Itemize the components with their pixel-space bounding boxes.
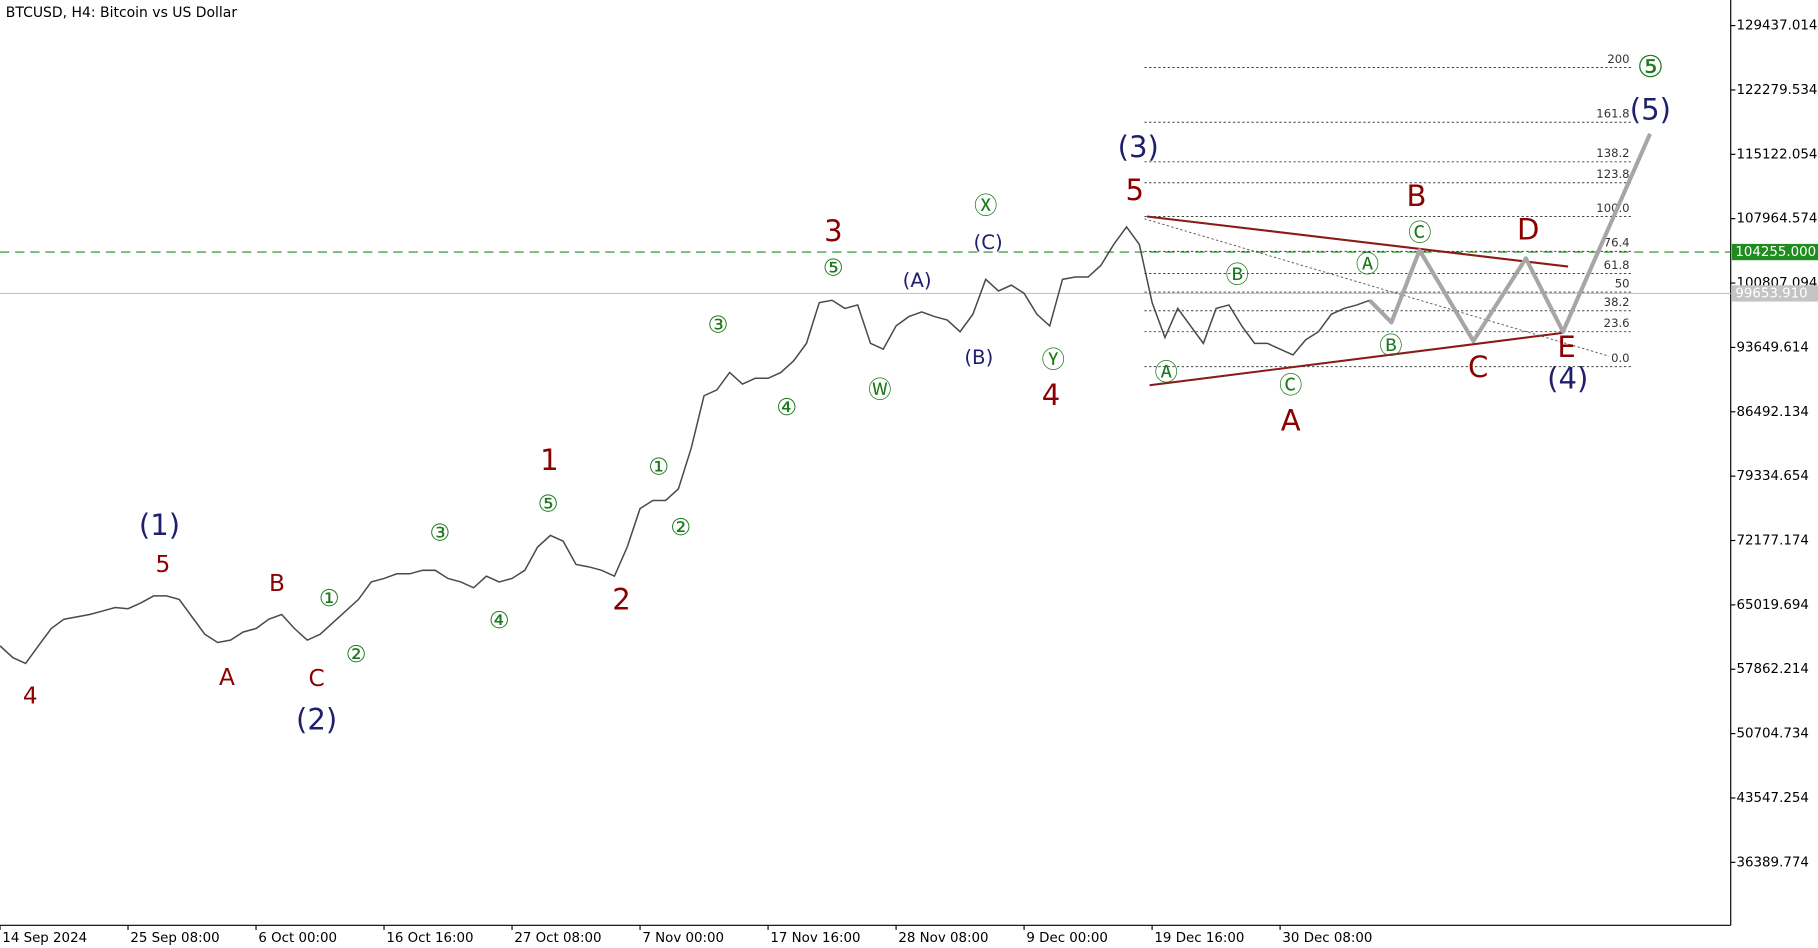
fib-label: 38.2 [1604,295,1630,309]
wave-label: 5 [1126,173,1145,207]
wave-label: (3) [1118,130,1159,164]
wave-label: Ⓨ [1042,346,1065,373]
fib-label: 76.4 [1604,236,1630,250]
x-tick-label: 28 Nov 08:00 [898,931,988,946]
x-tick-label: 27 Oct 08:00 [514,931,601,946]
x-tick-label: 7 Nov 00:00 [642,931,724,946]
x-tick-label: 17 Nov 16:00 [770,931,860,946]
wave-label: ⑤ [538,491,559,518]
trendline [1144,218,1610,357]
price-label-box [1731,243,1818,261]
x-tick-label: 6 Oct 00:00 [258,931,337,946]
y-tick-label: 79334.654 [1737,469,1809,484]
wave-label: B [1406,179,1426,213]
fib-label: 50 [1615,276,1630,290]
wave-label: ① [648,453,669,480]
wave-label: ⑤ [823,254,844,281]
wave-label: A [219,664,235,691]
wave-label: 2 [612,583,631,617]
x-tick-label: 30 Dec 08:00 [1282,931,1372,946]
y-tick-label: 72177.174 [1737,534,1809,549]
y-tick-label: 50704.734 [1737,727,1809,742]
x-tick-label: 16 Oct 16:00 [386,931,473,946]
wave-label: ③ [708,311,729,338]
wave-label: 4 [1042,378,1061,412]
y-tick-label: 65019.694 [1737,598,1809,613]
y-tick-label: 129437.014 [1737,19,1818,34]
wave-label: (A) [903,269,932,292]
x-tick-label: 14 Sep 2024 [2,931,87,946]
fib-label: 138.2 [1596,146,1629,160]
y-tick-label: 93649.614 [1737,340,1809,355]
y-tick-label: 57862.214 [1737,662,1809,677]
wave-label: Ⓑ [1226,261,1249,288]
wave-label: Ⓑ [1379,332,1402,359]
wave-label: ④ [489,607,510,634]
x-tick-label: 19 Dec 16:00 [1154,931,1244,946]
wave-label: ② [346,641,367,668]
wave-label: Ⓐ [1356,251,1379,278]
wave-label: 4 [23,683,38,710]
wave-label: Ⓦ [868,377,891,404]
y-tick-label: 86492.134 [1737,405,1809,420]
wave-label: C [308,665,324,692]
wave-label: (B) [964,346,993,369]
price-series [0,225,1370,665]
wave-label: (5) [1630,93,1671,127]
fib-label: 200 [1607,52,1629,66]
wave-label: C [1468,350,1488,384]
plot: 129437.014 122279.534 115122.054 107964.574… [0,19,1818,946]
fib-label: 23.6 [1604,316,1630,330]
wave-label: ④ [776,394,797,421]
wave-label: (2) [296,703,337,737]
projection [1368,133,1652,344]
wave-label: ① [319,585,340,612]
wave-label: ⑤ [1637,50,1664,85]
wave-label: ③ [430,520,451,547]
wave-label: (1) [139,508,180,542]
wave-label: 1 [540,443,559,477]
x-tick-label: 9 Dec 00:00 [1026,931,1107,946]
fib-label: 100.0 [1596,201,1629,215]
y-tick-label: 36389.774 [1737,855,1809,870]
wave-label: A [1281,403,1301,437]
wave-label: Ⓒ [1279,372,1302,399]
price-label: 99653.910 [1735,286,1807,301]
wave-label: D [1517,213,1539,247]
trendline [1146,215,1569,268]
y-tick-label: 43547.254 [1737,791,1809,806]
fib-label: 123.8 [1596,167,1629,181]
y-tick-label: 122279.534 [1737,83,1818,98]
trendline [1149,331,1564,387]
y-tick-label: 115122.054 [1737,147,1818,162]
wave-label: Ⓐ [1155,359,1178,386]
y-tick-label: 107964.574 [1737,212,1818,227]
wave-label: (4) [1547,362,1588,396]
wave-label: ② [670,514,691,541]
price-label-box [1731,285,1818,302]
wave-label: 3 [824,214,843,248]
wave-label: 5 [156,551,171,578]
wave-label: (C) [974,231,1003,254]
chart-title: BTCUSD, H4: Bitcoin vs US Dollar [6,5,238,21]
wave-label: Ⓒ [1408,219,1431,246]
wave-label: E [1557,330,1575,364]
fib-label: 61.8 [1604,258,1630,272]
wave-label: B [269,570,285,597]
price-label: 104255.000 [1735,245,1816,260]
fib-label: 0.0 [1611,351,1629,365]
wave-label: Ⓧ [974,193,997,220]
fib-label: 161.8 [1596,107,1629,121]
x-tick-label: 25 Sep 08:00 [130,931,219,946]
